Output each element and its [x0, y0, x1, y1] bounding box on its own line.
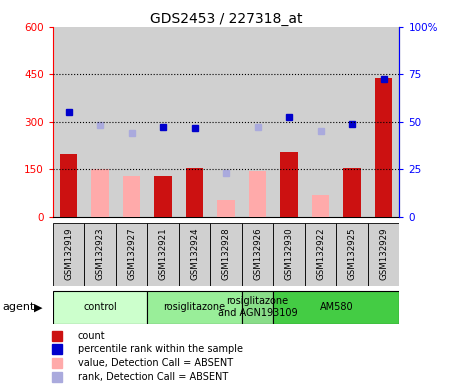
Text: GSM132930: GSM132930 — [285, 228, 294, 280]
Bar — [242, 27, 273, 217]
Bar — [154, 176, 172, 217]
Bar — [312, 195, 329, 217]
Bar — [273, 27, 305, 217]
Text: rank, Detection Call = ABSENT: rank, Detection Call = ABSENT — [78, 372, 228, 382]
Text: GSM132919: GSM132919 — [64, 228, 73, 280]
Bar — [336, 223, 368, 286]
Text: GSM132923: GSM132923 — [95, 228, 105, 280]
Text: GSM132927: GSM132927 — [127, 228, 136, 280]
Bar — [305, 27, 336, 217]
Text: GSM132921: GSM132921 — [158, 228, 168, 280]
Bar — [116, 223, 147, 286]
Bar — [210, 27, 242, 217]
Text: GSM132925: GSM132925 — [347, 228, 357, 280]
Bar — [273, 291, 399, 324]
Bar — [242, 223, 273, 286]
Text: rosiglitazone: rosiglitazone — [163, 302, 226, 312]
Text: GSM132928: GSM132928 — [222, 228, 230, 280]
Text: control: control — [83, 302, 117, 312]
Bar — [147, 291, 242, 324]
Title: GDS2453 / 227318_at: GDS2453 / 227318_at — [150, 12, 302, 26]
Bar — [186, 168, 203, 217]
Bar — [91, 169, 109, 217]
Bar — [147, 27, 179, 217]
Bar — [343, 168, 361, 217]
Text: count: count — [78, 331, 105, 341]
Bar — [305, 223, 336, 286]
Bar — [375, 78, 392, 217]
Bar — [116, 27, 147, 217]
Bar — [147, 223, 179, 286]
Bar — [218, 200, 235, 217]
Bar — [336, 27, 368, 217]
Text: value, Detection Call = ABSENT: value, Detection Call = ABSENT — [78, 358, 233, 368]
Text: GSM132926: GSM132926 — [253, 228, 262, 280]
Bar — [84, 27, 116, 217]
Text: ▶: ▶ — [34, 302, 42, 312]
Bar — [84, 223, 116, 286]
Bar — [53, 27, 84, 217]
Bar — [53, 291, 147, 324]
Bar — [368, 27, 399, 217]
Text: rosiglitazone
and AGN193109: rosiglitazone and AGN193109 — [218, 296, 297, 318]
Bar — [210, 223, 242, 286]
Text: percentile rank within the sample: percentile rank within the sample — [78, 344, 243, 354]
Bar — [242, 291, 273, 324]
Text: GSM132929: GSM132929 — [379, 228, 388, 280]
Text: GSM132924: GSM132924 — [190, 228, 199, 280]
Bar — [53, 223, 84, 286]
Bar — [368, 223, 399, 286]
Text: AM580: AM580 — [319, 302, 353, 312]
Bar — [179, 27, 210, 217]
Bar — [123, 176, 140, 217]
Text: GSM132922: GSM132922 — [316, 228, 325, 280]
Text: agent: agent — [2, 302, 35, 312]
Bar — [249, 171, 266, 217]
Bar — [280, 152, 298, 217]
Bar — [179, 223, 210, 286]
Bar — [60, 154, 77, 217]
Bar — [273, 223, 305, 286]
